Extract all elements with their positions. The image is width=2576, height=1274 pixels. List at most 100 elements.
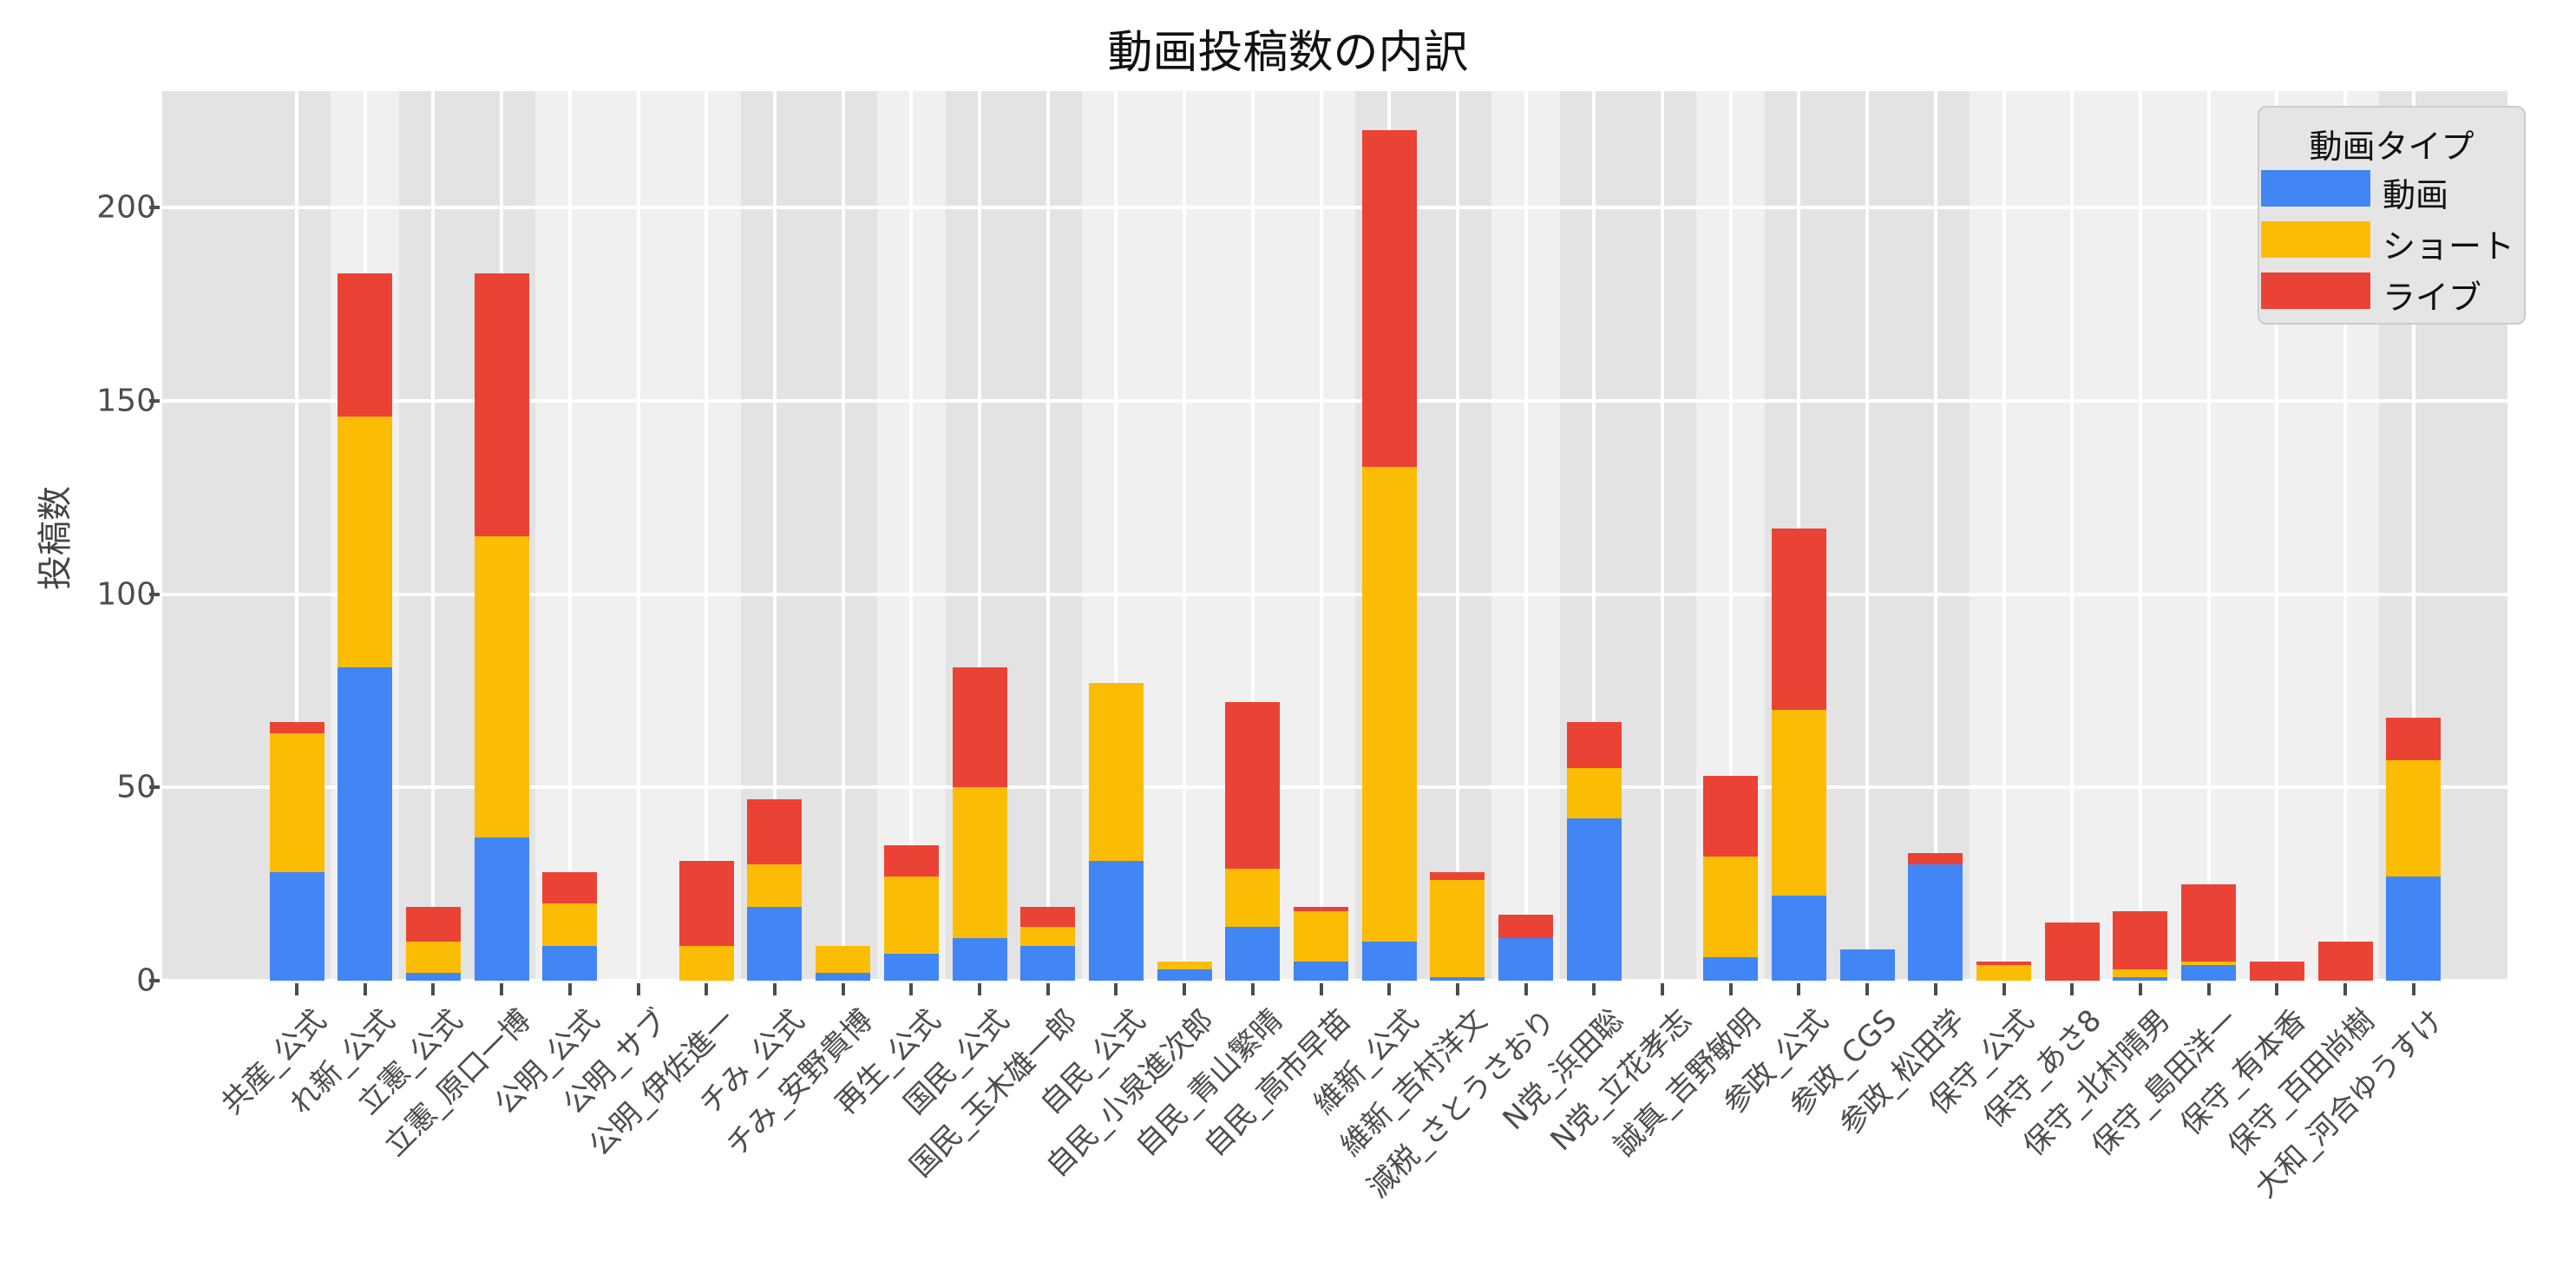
x-tick-mark (1250, 983, 1255, 995)
gridline-vertical (1319, 91, 1323, 981)
bar-segment (405, 973, 461, 981)
x-tick-mark (1319, 983, 1323, 995)
gridline-vertical (841, 91, 845, 981)
x-tick-mark (2275, 983, 2279, 995)
stacked-bar (1294, 907, 1348, 981)
gridline-vertical (567, 91, 572, 981)
bar-segment (2386, 876, 2442, 981)
x-tick-mark (1661, 983, 1664, 995)
y-tick-mark (149, 592, 160, 596)
x-tick-mark (431, 983, 436, 995)
stacked-bar (678, 860, 734, 981)
bar-segment (1088, 682, 1144, 861)
bar-segment (1703, 775, 1759, 857)
bar-segment (1020, 907, 1076, 927)
y-axis-label: 投稿数 (36, 486, 75, 590)
x-tick-mark (2206, 983, 2211, 995)
bar-segment (269, 872, 324, 981)
bar-segment (405, 907, 461, 942)
gridline-vertical (2343, 91, 2347, 981)
gridline-vertical (431, 91, 436, 981)
x-tick-mark (2070, 983, 2075, 995)
y-tick-mark (149, 979, 160, 982)
y-tick-label: 100 (96, 576, 156, 612)
x-tick-mark (2411, 983, 2415, 995)
x-tick-mark (1455, 983, 1459, 995)
bar-segment (883, 953, 939, 981)
stacked-bar (2317, 942, 2373, 981)
stacked-bar (1908, 853, 1963, 981)
x-tick-mark (1865, 983, 1870, 995)
bar-segment (1361, 942, 1417, 981)
bar-segment (1908, 864, 1963, 981)
bar-segment (1157, 961, 1212, 969)
bar-segment (2113, 976, 2168, 981)
stacked-bar (1225, 702, 1281, 981)
stacked-bar (1361, 129, 1417, 981)
x-tick-mark (1728, 983, 1733, 995)
gridline-horizontal (162, 592, 2507, 596)
bar-segment (1294, 910, 1348, 962)
bar-segment (816, 945, 871, 974)
bar-segment (1498, 915, 1554, 938)
stacked-bar (269, 721, 324, 981)
bar-segment (1294, 907, 1348, 911)
x-tick-mark (841, 983, 845, 995)
y-tick-label: 50 (116, 769, 156, 805)
chart-title: 動画投稿数の内訳 (1107, 27, 1469, 79)
bar-segment (2113, 969, 2168, 977)
bar-segment (1020, 926, 1076, 946)
stacked-bar (1088, 682, 1144, 981)
gridline-vertical (2138, 91, 2142, 981)
x-tick-mark (1183, 983, 1187, 995)
bar-segment (269, 721, 324, 733)
bar-segment (883, 845, 939, 877)
bar-segment (474, 535, 529, 838)
stacked-bar (747, 798, 803, 981)
bar-segment (1225, 702, 1281, 869)
bar-segment (2386, 760, 2442, 877)
bar-segment (1430, 976, 1485, 981)
bar-segment (747, 864, 803, 908)
bar-segment (542, 903, 598, 946)
gridline-vertical (1933, 91, 1937, 981)
gridline-horizontal (162, 398, 2507, 403)
stacked-bar (1020, 907, 1076, 981)
bar-segment (1976, 961, 2031, 966)
gridline-vertical (772, 91, 777, 981)
y-tick-label: 0 (136, 962, 156, 999)
x-tick-mark (1387, 983, 1392, 995)
bar-segment (2181, 965, 2237, 981)
bar-segment (2249, 961, 2304, 981)
bar-segment (1225, 868, 1281, 927)
y-tick-label: 200 (96, 189, 156, 226)
bar-segment (1225, 926, 1281, 981)
x-tick-mark (295, 983, 298, 995)
y-tick-mark (149, 206, 160, 209)
bar-segment (338, 273, 393, 417)
bar-segment (678, 945, 734, 981)
bar-segment (1839, 949, 1895, 981)
stacked-bar (1498, 915, 1554, 981)
x-tick-mark (1524, 983, 1528, 995)
x-tick-mark (1592, 983, 1596, 995)
gridline-vertical (2070, 91, 2075, 981)
stacked-bar (2113, 910, 2168, 981)
bar-segment (405, 942, 461, 974)
bar-segment (1703, 857, 1759, 958)
stacked-bar (405, 907, 461, 981)
x-tick-mark (2343, 983, 2347, 995)
gridline-vertical (1183, 91, 1187, 981)
x-tick-mark (1933, 983, 1937, 995)
x-tick-mark (2002, 983, 2006, 995)
bar-segment (338, 416, 393, 668)
bar-segment (1566, 721, 1622, 768)
x-tick-mark (1045, 983, 1050, 995)
y-tick-mark (149, 785, 160, 790)
stacked-bar (2181, 883, 2237, 981)
bar-segment (1361, 466, 1417, 942)
bar-segment (2386, 718, 2442, 761)
bar-segment (2181, 883, 2237, 962)
bar-segment (338, 667, 393, 981)
gridline-vertical (2206, 91, 2211, 981)
